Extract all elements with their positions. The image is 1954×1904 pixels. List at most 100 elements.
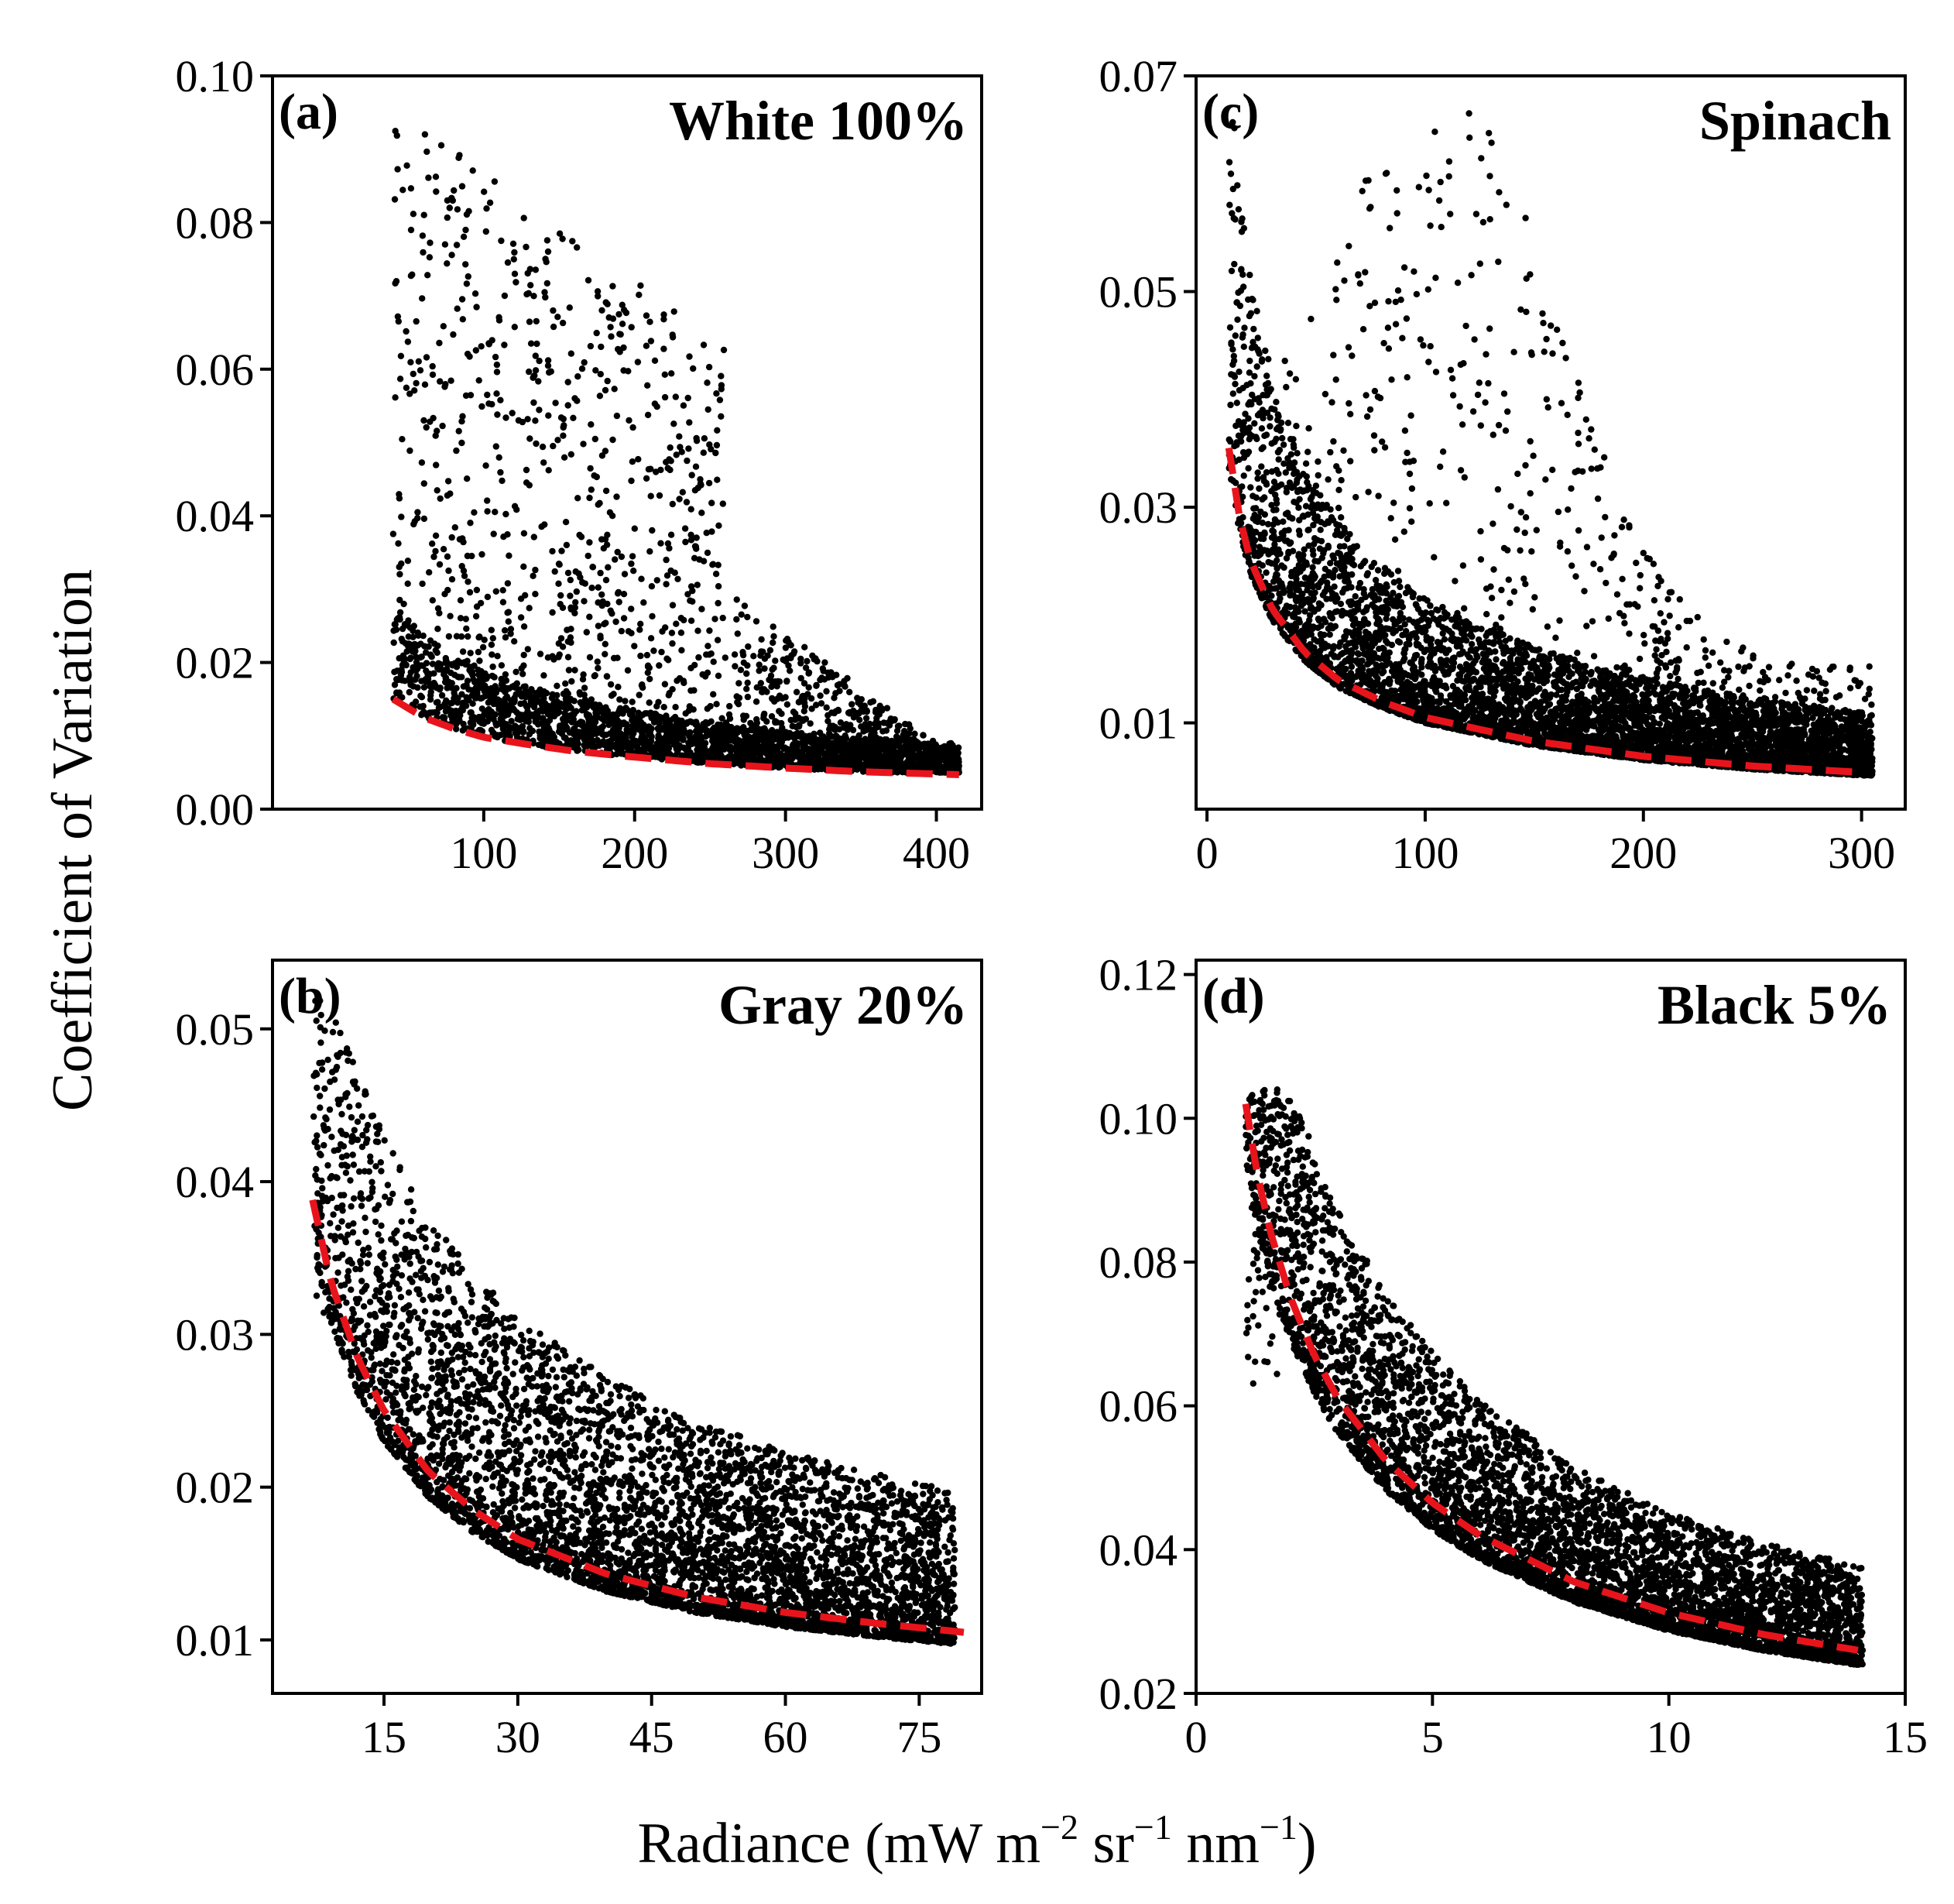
- scatter-point: [596, 393, 604, 400]
- scatter-point: [735, 701, 742, 708]
- scatter-point: [591, 672, 598, 680]
- scatter-point: [435, 660, 442, 667]
- scatter-point: [396, 596, 403, 604]
- scatter-point: [608, 692, 615, 699]
- scatter-point: [1596, 566, 1604, 573]
- scatter-point: [578, 365, 586, 372]
- scatter-point: [780, 656, 787, 664]
- scatter-point: [482, 228, 489, 235]
- scatter-point: [842, 740, 849, 747]
- scatter-point: [804, 657, 811, 665]
- scatter-point: [567, 451, 574, 458]
- scatter-point: [464, 678, 471, 684]
- scatter-point: [523, 466, 530, 474]
- scatter-point: [436, 561, 444, 568]
- scatter-point: [745, 643, 752, 650]
- scatter-point: [459, 648, 467, 655]
- scatter-point: [901, 750, 909, 757]
- scatter-point: [831, 741, 839, 748]
- scatter-point: [419, 295, 426, 302]
- scatter-point: [1258, 425, 1266, 432]
- scatter-point: [424, 272, 431, 279]
- scatter-point: [501, 627, 509, 634]
- scatter-point: [906, 721, 913, 728]
- scatter-point: [647, 635, 655, 642]
- scatter-point: [518, 665, 525, 672]
- scatter-point: [756, 661, 763, 668]
- scatter-point: [666, 544, 673, 552]
- scatter-point: [478, 551, 485, 558]
- scatter-point: [440, 546, 447, 553]
- scatter-point: [823, 704, 830, 711]
- scatter-point: [696, 556, 703, 563]
- scatter-point: [879, 707, 886, 714]
- scatter-point: [581, 598, 588, 605]
- scatter-point: [759, 688, 766, 695]
- scatter-point: [608, 333, 615, 340]
- scatter-point: [667, 444, 674, 451]
- scatter-point: [674, 678, 680, 684]
- scatter-point: [514, 715, 521, 722]
- scatter-point: [566, 304, 573, 311]
- scatter-point: [916, 743, 923, 751]
- scatter-point: [669, 500, 676, 508]
- scatter-point: [891, 715, 898, 723]
- scatter-point: [427, 239, 434, 246]
- scatter-point: [795, 698, 803, 706]
- scatter-point: [1295, 504, 1302, 511]
- scatter-point: [527, 282, 534, 289]
- scatter-point: [631, 643, 638, 650]
- scatter-point: [432, 547, 439, 555]
- scatter-point: [482, 682, 488, 689]
- scatter-point: [602, 386, 609, 394]
- scatter-point: [397, 352, 405, 359]
- scatter-point: [595, 293, 602, 300]
- scatter-point: [448, 576, 456, 583]
- scatter-point: [848, 701, 855, 708]
- scatter-point: [1529, 606, 1537, 613]
- scatter-point: [637, 720, 644, 728]
- scatter-point: [570, 414, 577, 421]
- scatter-point: [640, 599, 647, 606]
- scatter-point: [719, 614, 726, 622]
- scatter-point: [475, 648, 482, 656]
- scatter-point: [469, 700, 476, 707]
- scatter-point: [897, 737, 904, 745]
- scatter-point: [780, 745, 788, 752]
- x-tick-label: 300: [752, 828, 819, 878]
- scatter-point: [554, 437, 561, 444]
- scatter-point: [403, 384, 410, 391]
- scatter-point: [891, 763, 899, 770]
- scatter-point: [704, 379, 711, 386]
- scatter-point: [451, 524, 458, 531]
- scatter-point: [461, 572, 468, 579]
- scatter-point: [666, 456, 673, 463]
- scatter-point: [682, 538, 689, 546]
- scatter-point: [926, 763, 933, 770]
- scatter-point: [403, 328, 410, 335]
- scatter-point: [626, 417, 632, 424]
- scatter-point: [1279, 434, 1286, 442]
- scatter-point: [533, 317, 540, 325]
- scatter-point: [506, 552, 512, 559]
- scatter-point: [643, 475, 650, 482]
- scatter-point: [555, 580, 562, 587]
- scatter-point: [629, 698, 636, 705]
- scatter-point: [606, 730, 614, 737]
- y-axis-label: Coefficient of Variation: [41, 569, 105, 1111]
- scatter-point: [1636, 655, 1644, 663]
- scatter-point: [693, 534, 700, 541]
- scatter-point: [409, 271, 416, 278]
- scatter-point: [713, 390, 720, 397]
- scatter-point: [743, 685, 750, 692]
- scatter-point: [629, 729, 636, 737]
- scatter-point: [396, 609, 404, 616]
- scatter-point: [628, 477, 635, 485]
- scatter-point: [575, 570, 582, 577]
- scatter-point: [1564, 411, 1571, 418]
- scatter-point: [680, 726, 687, 733]
- scatter-point: [475, 671, 482, 678]
- scatter-point: [657, 540, 664, 547]
- scatter-point: [532, 591, 539, 598]
- scatter-point: [480, 720, 488, 727]
